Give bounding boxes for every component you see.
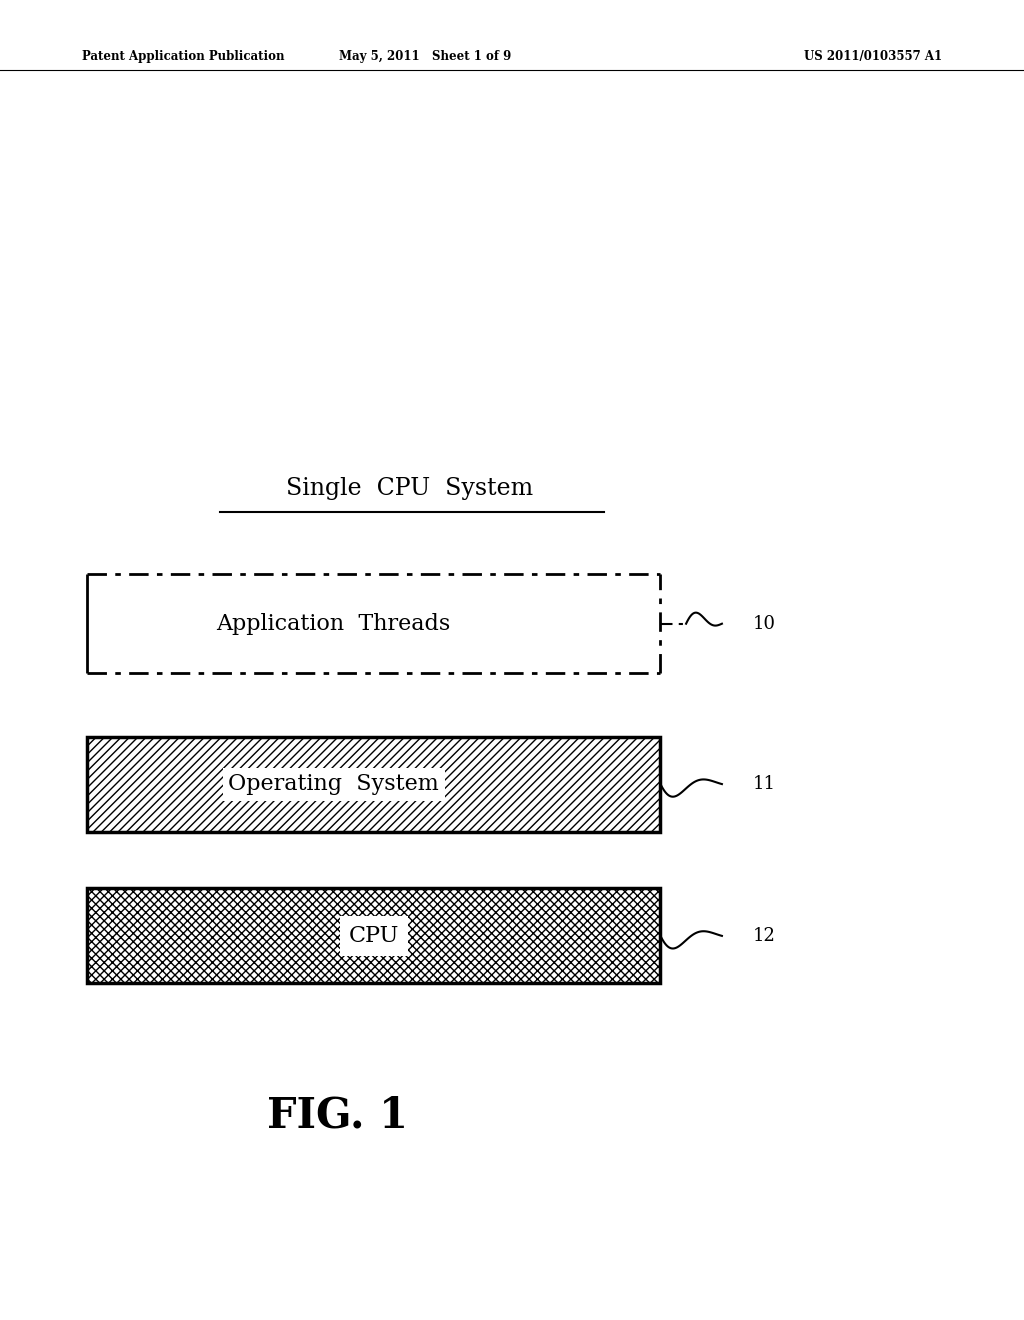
Text: 11: 11 <box>753 775 775 793</box>
Text: Single  CPU  System: Single CPU System <box>286 477 534 500</box>
Text: 10: 10 <box>753 615 775 634</box>
Bar <box>87 737 660 832</box>
Text: Application  Threads: Application Threads <box>216 612 451 635</box>
Bar <box>87 888 660 983</box>
Text: CPU: CPU <box>348 925 399 946</box>
Text: Operating  System: Operating System <box>228 774 439 795</box>
Text: FIG. 1: FIG. 1 <box>267 1094 409 1137</box>
Text: US 2011/0103557 A1: US 2011/0103557 A1 <box>804 50 942 63</box>
Text: May 5, 2011   Sheet 1 of 9: May 5, 2011 Sheet 1 of 9 <box>339 50 511 63</box>
Text: 12: 12 <box>753 927 775 945</box>
Text: Patent Application Publication: Patent Application Publication <box>82 50 285 63</box>
